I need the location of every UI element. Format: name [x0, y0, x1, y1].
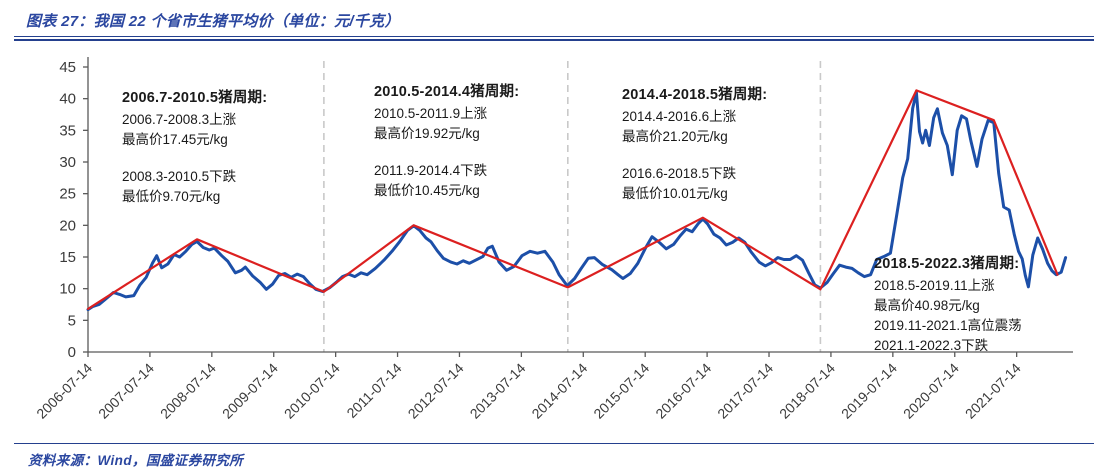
x-axis-label: 2015-07-14: [590, 360, 652, 422]
cycle-fall-range: 2021.1-2022.3下跌: [874, 338, 989, 353]
x-axis-label: 2007-07-14: [95, 360, 157, 422]
y-axis-label: 40: [59, 91, 76, 108]
cycle-rise-range: 2006.7-2008.3上涨: [122, 112, 237, 127]
figure-header: 图表 27：我国 22 个省市生猪平均价（单位：元/千克）: [0, 0, 1108, 42]
x-axis-label: 2016-07-14: [652, 360, 714, 422]
y-axis-label: 30: [59, 154, 76, 171]
cycle-annotation-2006-2010: 2006.7-2010.5猪周期: 2006.7-2008.3上涨 最高价17.…: [122, 88, 267, 207]
cycle-high-price: 最高价21.20元/kg: [622, 129, 728, 144]
cycle-fall-range: 2008.3-2010.5下跌: [122, 169, 237, 184]
cycle-low-price: 最低价10.01元/kg: [622, 186, 728, 201]
cycle-low-price: 最低价9.70元/kg: [122, 189, 221, 204]
x-axis-label: 2021-07-14: [962, 360, 1024, 422]
source-line: 资料来源：Wind，国盛证券研究所: [28, 453, 244, 468]
cycle-high-price: 最高价17.45元/kg: [122, 132, 228, 147]
cycle-title: 2014.4-2018.5猪周期:: [622, 87, 768, 103]
x-axis-label: 2014-07-14: [528, 360, 590, 422]
y-axis-label: 20: [59, 217, 76, 234]
cycle-annotation-2010-2014: 2010.5-2014.4猪周期: 2010.5-2011.9上涨 最高价19.…: [374, 82, 519, 201]
chart-area: 0 5 10 15 20 25 30 35 40 45 2006-07-14 2007-07-14 20…: [0, 42, 1108, 434]
x-axis-label: 2006-07-14: [33, 360, 95, 422]
cycle-low-price: 最低价10.45元/kg: [374, 183, 480, 198]
footer-divider: [14, 443, 1094, 444]
x-axis-label: 2012-07-14: [405, 360, 467, 422]
x-axis-label: 2009-07-14: [219, 360, 281, 422]
cycle-sideways-range: 2019.11-2021.1高位震荡: [874, 318, 1022, 333]
price-series-line: [86, 91, 1068, 312]
x-axis-label: 2020-07-14: [900, 360, 962, 422]
cycle-annotation-2018-2022: 2018.5-2022.3猪周期: 2018.5-2019.11上涨 最高价40…: [874, 254, 1022, 356]
cycle-trend-line: [86, 89, 1059, 310]
y-axis-label: 10: [59, 281, 76, 298]
cycle-rise-range: 2018.5-2019.11上涨: [874, 278, 995, 293]
x-axis-label: 2013-07-14: [467, 360, 529, 422]
spacer: [122, 150, 267, 167]
x-axis-label: 2018-07-14: [776, 360, 838, 422]
cycle-annotation-2014-2018: 2014.4-2018.5猪周期: 2014.4-2016.6上涨 最高价21.…: [622, 85, 767, 204]
cycle-title: 2006.7-2010.5猪周期:: [122, 90, 268, 106]
x-axis-label: 2017-07-14: [714, 360, 776, 422]
figure-footer: 资料来源：Wind，国盛证券研究所: [0, 443, 1108, 469]
cycle-fall-range: 2011.9-2014.4下跌: [374, 163, 488, 178]
spacer: [374, 144, 519, 161]
cycle-title: 2018.5-2022.3猪周期:: [874, 256, 1020, 272]
y-axis-label: 15: [59, 249, 76, 266]
title-divider: [14, 36, 1094, 41]
cycle-rise-range: 2014.4-2016.6上涨: [622, 109, 737, 124]
y-axis-label: 35: [59, 122, 76, 139]
x-axis-label: 2008-07-14: [157, 360, 219, 422]
x-axis-label: 2019-07-14: [838, 360, 900, 422]
cycle-high-price: 最高价40.98元/kg: [874, 298, 980, 313]
y-axis-label: 45: [59, 59, 76, 76]
y-axis-label: 0: [68, 344, 76, 361]
cycle-fall-range: 2016.6-2018.5下跌: [622, 166, 737, 181]
cycle-title: 2010.5-2014.4猪周期:: [374, 84, 520, 100]
y-axis-label: 25: [59, 186, 76, 203]
cycle-rise-range: 2010.5-2011.9上涨: [374, 106, 488, 121]
x-axis-label: 2010-07-14: [281, 360, 343, 422]
spacer: [622, 147, 767, 164]
figure-title: 图表 27：我国 22 个省市生猪平均价（单位：元/千克）: [26, 13, 400, 30]
y-axis-label: 5: [68, 312, 76, 329]
cycle-high-price: 最高价19.92元/kg: [374, 126, 480, 141]
x-axis-label: 2011-07-14: [343, 360, 404, 421]
